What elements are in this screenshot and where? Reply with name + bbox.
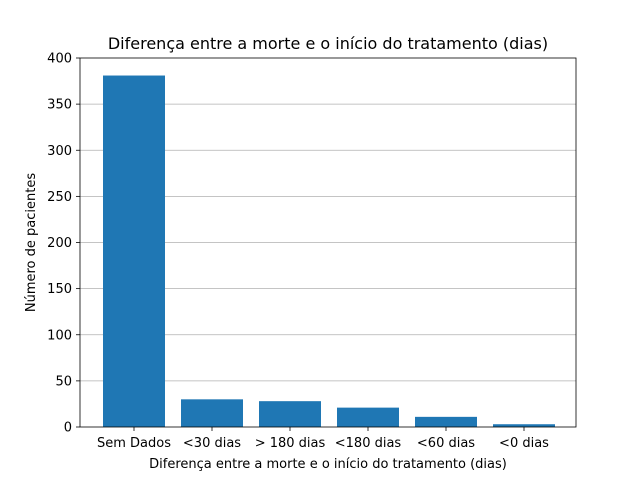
chart-title: Diferença entre a morte e o início do tr…: [108, 34, 548, 53]
y-tick-label: 200: [47, 236, 72, 251]
bar: [181, 399, 243, 427]
x-tick-label: > 180 dias: [255, 436, 326, 451]
y-tick-label: 400: [47, 52, 72, 67]
y-tick-label: 50: [55, 374, 72, 389]
y-tick-label: 350: [47, 98, 72, 113]
bar: [337, 407, 399, 427]
x-tick-label: <180 dias: [335, 436, 402, 451]
x-tick-label: <0 dias: [499, 436, 549, 451]
x-tick-label: <60 dias: [417, 436, 475, 451]
x-tick-label: <30 dias: [183, 436, 241, 451]
bar: [103, 75, 165, 427]
x-tick-label: Sem Dados: [97, 436, 171, 451]
x-axis-label: Diferença entre a morte e o início do tr…: [149, 457, 507, 472]
bar: [493, 424, 555, 427]
x-axis-ticks: Sem Dados <30 dias > 180 dias <180 dias <60 …: [97, 427, 549, 451]
bar: [415, 416, 477, 427]
y-tick-label: 300: [47, 144, 72, 159]
y-axis-label: Número de pacientes: [24, 173, 39, 312]
plot-frame: [79, 57, 577, 428]
y-tick-label: 250: [47, 190, 72, 205]
y-axis-ticks: 0 50 100 150 200 250 300 350 400: [47, 52, 80, 436]
y-tick-label: 100: [47, 328, 72, 343]
y-tick-label: 150: [47, 282, 72, 297]
bars: [103, 75, 555, 427]
bar: [259, 401, 321, 427]
y-tick-label: 0: [64, 421, 72, 436]
